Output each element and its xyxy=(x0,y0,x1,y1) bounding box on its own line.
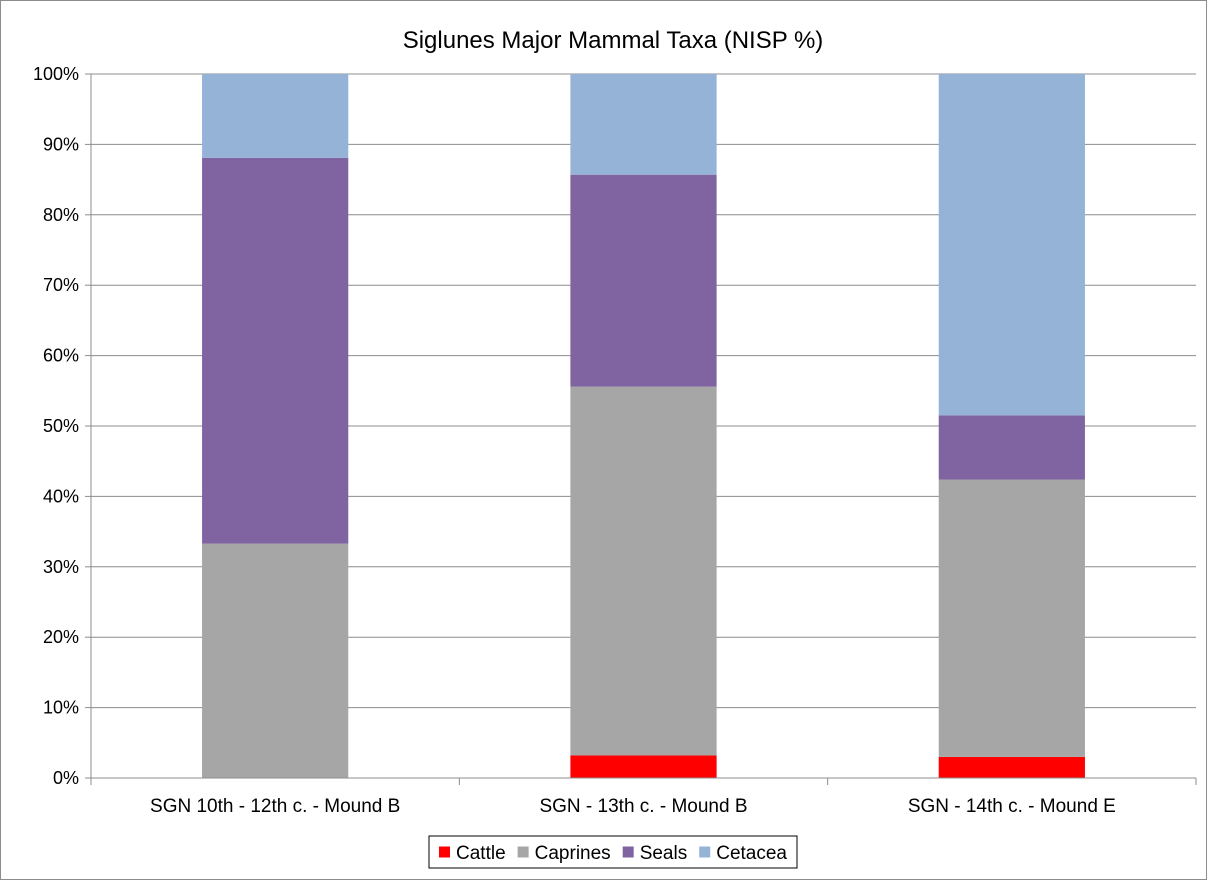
legend-swatch-seals xyxy=(622,846,634,858)
bar-segment-caprines xyxy=(570,386,717,756)
x-axis: SGN 10th - 12th c. - Mound B SGN - 13th c… xyxy=(90,777,1197,817)
bar-segment-seals xyxy=(938,415,1085,480)
bar-segment-caprines xyxy=(202,543,349,778)
y-axis-ticks: 0% 10% 20% 30% 40% 50% 60% 70% 80% 90% 100% xyxy=(33,64,92,788)
y-tick-label: 10% xyxy=(43,698,79,718)
y-tick-label: 70% xyxy=(43,275,79,295)
x-category-label: SGN - 13th c. - Mound B xyxy=(539,796,747,817)
legend-label-cattle: Cattle xyxy=(456,843,506,864)
bar-segment-caprines xyxy=(938,479,1085,757)
bar-segment-seals xyxy=(202,157,349,544)
y-tick-label: 90% xyxy=(43,134,79,154)
y-tick-label: 80% xyxy=(43,205,79,225)
bar-segment-cetacea xyxy=(202,74,349,158)
legend-swatch-caprines xyxy=(517,846,529,858)
y-tick-label: 30% xyxy=(43,557,79,577)
y-tick-label: 20% xyxy=(43,627,79,647)
legend: Cattle Caprines Seals Cetacea xyxy=(428,835,798,869)
legend-label-seals: Seals xyxy=(640,843,688,864)
y-tick-label: 60% xyxy=(43,346,79,366)
bar-segment-cetacea xyxy=(938,74,1085,416)
bars xyxy=(202,74,1085,778)
legend-swatch-cetacea xyxy=(699,846,711,858)
bar-segment-seals xyxy=(570,174,717,387)
x-category-label: SGN 10th - 12th c. - Mound B xyxy=(150,796,400,817)
legend-swatch-cattle xyxy=(439,846,450,858)
chart-title: Siglunes Major Mammal Taxa (NISP %) xyxy=(403,27,824,54)
y-tick-label: 50% xyxy=(43,416,79,436)
y-tick-label: 40% xyxy=(43,486,79,506)
bar-segment-cetacea xyxy=(570,74,717,175)
legend-box xyxy=(428,835,798,869)
y-tick-label: 100% xyxy=(33,64,79,84)
x-category-label: SGN - 14th c. - Mound E xyxy=(908,796,1116,817)
y-tick-label: 0% xyxy=(53,768,79,788)
bar-segment-cattle xyxy=(570,755,717,778)
legend-label-cetacea: Cetacea xyxy=(716,843,787,864)
bar-segment-cattle xyxy=(938,756,1085,778)
legend-label-caprines: Caprines xyxy=(535,843,611,864)
